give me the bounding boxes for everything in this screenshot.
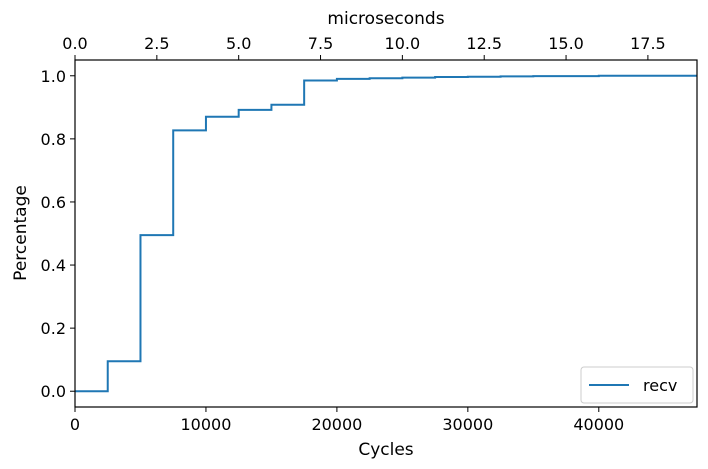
top-tick-label: 5.0 <box>226 34 251 53</box>
top-tick-label: 17.5 <box>630 34 666 53</box>
y-tick-label: 0.4 <box>41 256 66 275</box>
top-tick-label: 12.5 <box>466 34 502 53</box>
top-tick-label: 7.5 <box>308 34 333 53</box>
y-axis-title: Percentage <box>11 185 31 281</box>
y-tick-label: 0.6 <box>41 193 66 212</box>
plot-frame <box>74 59 698 408</box>
top-tick-label: 15.0 <box>548 34 584 53</box>
top-tick-label: 0.0 <box>62 34 87 53</box>
y-tick-label: 0.2 <box>41 319 66 338</box>
x-axis-title: Cycles <box>358 440 413 460</box>
legend: recv <box>580 366 694 404</box>
series-layer <box>75 74 697 393</box>
bottom-x-axis: 0 10000 20000 30000 40000 <box>70 407 624 434</box>
y-tick-label: 0.8 <box>41 130 66 149</box>
series-line-recv <box>75 74 697 393</box>
top-tick-label: 10.0 <box>385 34 421 53</box>
top-axis-title: microseconds <box>327 9 444 29</box>
x-tick-label: 30000 <box>442 415 493 434</box>
y-tick-label: 0.0 <box>41 382 66 401</box>
x-tick-label: 20000 <box>311 415 362 434</box>
x-tick-label: 10000 <box>180 415 231 434</box>
top-tick-label: 2.5 <box>144 34 169 53</box>
plot-background <box>75 60 697 407</box>
x-tick-label: 40000 <box>573 415 624 434</box>
legend-frame <box>580 366 694 404</box>
y-tick-label: 1.0 <box>41 67 66 86</box>
top-x-axis: 0.0 2.5 5.0 7.5 10.0 12.5 15.0 17.5 <box>62 34 666 60</box>
x-tick-label: 0 <box>70 415 80 434</box>
left-y-axis: 0.0 0.2 0.4 0.6 0.8 1.0 <box>41 67 75 401</box>
legend-label-recv: recv <box>643 376 677 395</box>
